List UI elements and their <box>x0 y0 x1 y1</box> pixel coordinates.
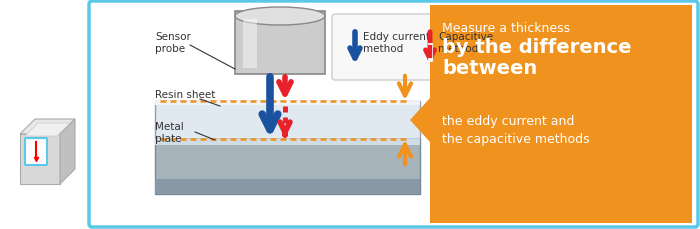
Polygon shape <box>25 123 70 136</box>
FancyBboxPatch shape <box>25 138 47 165</box>
Polygon shape <box>20 134 60 184</box>
Text: Resin sheet: Resin sheet <box>155 90 216 100</box>
Polygon shape <box>410 98 430 142</box>
Bar <box>155 179 420 194</box>
Bar <box>430 6 692 223</box>
Text: Eddy current
method: Eddy current method <box>363 32 430 53</box>
Bar <box>155 139 420 194</box>
Text: the eddy current and
the capacitive methods: the eddy current and the capacitive meth… <box>442 114 589 145</box>
Bar <box>235 12 325 75</box>
Text: Capacitive
method: Capacitive method <box>438 32 493 53</box>
FancyBboxPatch shape <box>332 15 528 81</box>
Ellipse shape <box>235 8 325 26</box>
FancyBboxPatch shape <box>89 2 698 227</box>
Text: Sensor
probe: Sensor probe <box>155 32 191 53</box>
Polygon shape <box>60 120 75 184</box>
Bar <box>155 139 420 145</box>
Text: by the difference
between: by the difference between <box>442 38 631 77</box>
Polygon shape <box>20 120 75 134</box>
Text: Metal
plate: Metal plate <box>155 121 183 143</box>
Bar <box>155 101 420 139</box>
Bar <box>155 101 420 106</box>
Bar <box>243 20 257 69</box>
Text: Measure a thickness: Measure a thickness <box>442 22 570 35</box>
